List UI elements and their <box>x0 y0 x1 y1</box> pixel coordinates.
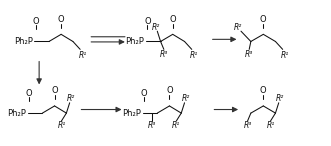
Text: R¹: R¹ <box>281 51 289 60</box>
Text: R¹: R¹ <box>57 121 66 131</box>
Text: Ph₂P: Ph₂P <box>125 37 144 46</box>
Text: O: O <box>166 86 173 95</box>
Text: R¹: R¹ <box>79 51 87 60</box>
Text: R³: R³ <box>160 50 168 59</box>
Text: O: O <box>51 86 58 95</box>
Text: R³: R³ <box>245 50 253 59</box>
Text: O: O <box>260 86 267 95</box>
Text: O: O <box>144 17 151 26</box>
Text: R²: R² <box>67 94 75 103</box>
Text: R³: R³ <box>243 121 252 131</box>
Text: Ph₂P: Ph₂P <box>122 109 141 118</box>
Text: Ph₂P: Ph₂P <box>7 109 26 118</box>
Text: R¹: R¹ <box>266 121 275 131</box>
Text: O: O <box>260 15 267 24</box>
Text: R²: R² <box>234 23 242 32</box>
Text: O: O <box>26 89 32 98</box>
Text: R¹: R¹ <box>172 121 180 131</box>
Text: Ph₂P: Ph₂P <box>14 37 32 46</box>
Text: O: O <box>169 15 176 24</box>
Text: R¹: R¹ <box>190 51 199 60</box>
Text: R²: R² <box>276 94 285 103</box>
Text: R²: R² <box>152 23 160 32</box>
Text: R²: R² <box>182 94 190 103</box>
Text: O: O <box>58 15 65 24</box>
Text: O: O <box>32 17 39 26</box>
Text: R³: R³ <box>148 121 157 131</box>
Text: O: O <box>141 89 148 98</box>
